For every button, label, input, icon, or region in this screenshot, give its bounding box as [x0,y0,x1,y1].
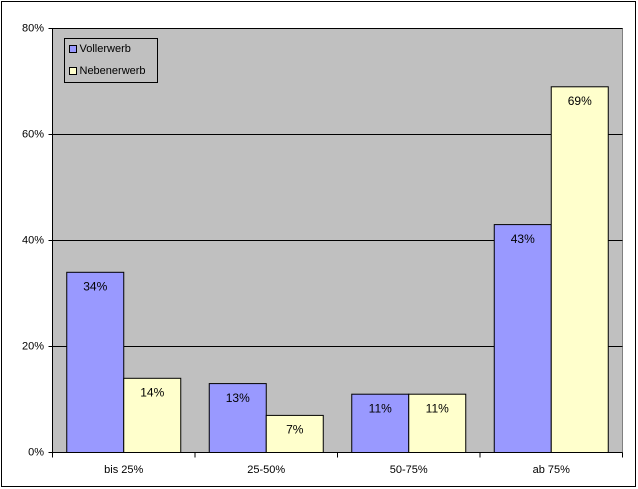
y-tick-label: 40% [22,234,44,246]
bar [550,86,609,454]
bar [493,224,552,453]
value-label: 34% [83,279,107,293]
bar [66,271,125,453]
bar [265,414,324,453]
value-label: 11% [426,401,449,415]
x-tick-label: ab 75% [533,464,571,476]
y-tick-label: 0% [28,446,44,458]
legend [64,38,158,83]
y-tick-label: 20% [22,340,44,352]
legend-label: Nebenerwerb [80,65,146,77]
value-label: 43% [511,232,535,246]
value-label: 69% [568,94,592,108]
value-label: 13% [226,391,250,405]
bar [351,393,410,454]
y-tick-label: 60% [22,128,44,140]
bar [408,393,467,454]
x-tick-label: 50-75% [390,464,428,476]
value-label: 11% [369,401,392,415]
x-tick-label: bis 25% [104,464,143,476]
legend-label: Vollerwerb [80,43,131,55]
legend-swatch [69,67,77,75]
y-tick-label: 80% [22,22,44,34]
bar [123,377,182,453]
legend-swatch [69,45,77,53]
value-label: 14% [140,385,164,399]
x-tick-label: 25-50% [247,464,285,476]
value-label: 7% [286,423,304,437]
